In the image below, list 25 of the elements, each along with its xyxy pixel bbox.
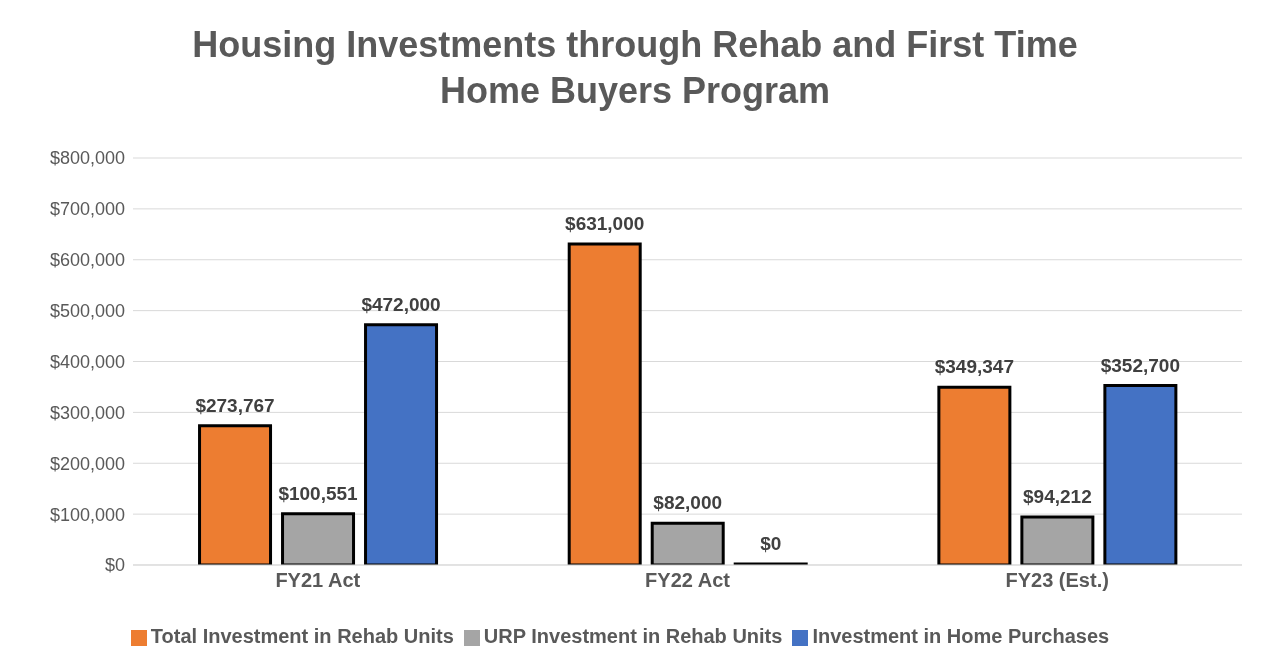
data-label: $273,767 — [195, 394, 275, 416]
y-tick-label: $800,000 — [49, 148, 125, 169]
data-label: $349,347 — [934, 356, 1014, 378]
x-tick-label: FY21 Act — [275, 569, 361, 592]
legend-label: Investment in Home Purchases — [812, 625, 1110, 647]
legend-label: Total Investment in Rehab Units — [150, 625, 454, 647]
legend-label: URP Investment in Rehab Units — [483, 625, 783, 647]
y-tick-label: $0 — [104, 555, 125, 576]
y-tick-label: $500,000 — [49, 301, 125, 322]
data-label: $352,700 — [1100, 354, 1180, 376]
y-tick-label: $100,000 — [49, 504, 125, 525]
data-label: $631,000 — [565, 212, 645, 234]
x-tick-label: FY22 Act — [645, 569, 731, 592]
y-tick-label: $400,000 — [49, 351, 125, 372]
data-label: $100,551 — [278, 482, 359, 504]
chart-title: Housing Investments through Rehab and First Time Home Buyers Program — [191, 23, 1079, 113]
y-tick-label: $700,000 — [49, 199, 125, 220]
data-label: $472,000 — [361, 293, 441, 315]
y-tick-label: $300,000 — [49, 402, 125, 423]
data-label: $82,000 — [653, 492, 723, 514]
y-tick-label: $600,000 — [49, 250, 125, 271]
y-tick-label: $200,000 — [49, 453, 125, 474]
data-label: $94,212 — [1023, 486, 1092, 508]
data-label: $0 — [760, 533, 782, 554]
x-tick-label: FY23 (Est.) — [1005, 569, 1109, 592]
